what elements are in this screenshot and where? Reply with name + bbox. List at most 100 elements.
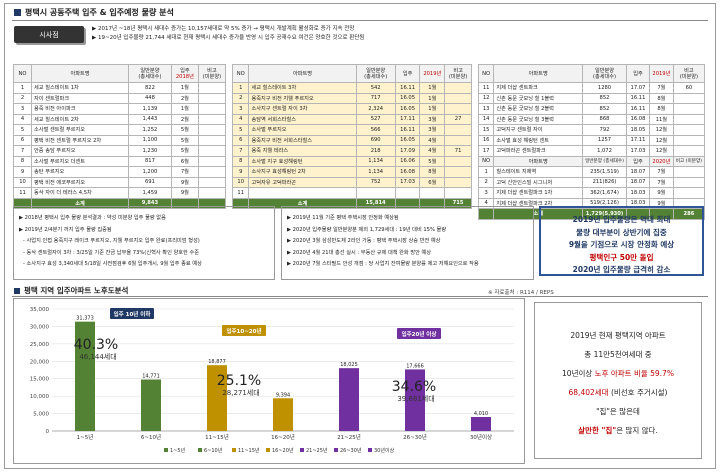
table-cell: 11 bbox=[231, 187, 250, 199]
table-cell: 5월 bbox=[170, 124, 199, 136]
page-title-text: 평택시 공동주택 입주 & 입주예정 물량 분석 bbox=[25, 8, 174, 17]
table-cell: 12월 bbox=[649, 145, 674, 157]
bar bbox=[471, 417, 491, 431]
conclusion-line: 총 11만5천여세대 중 bbox=[584, 350, 652, 359]
table-row: 7 용죽 지웰 테라스 218 17.09 4월 71 bbox=[231, 145, 472, 157]
table-cell: 2,324 bbox=[355, 103, 396, 115]
total-cell: 15,814 bbox=[355, 197, 396, 209]
table-cell: 13 bbox=[477, 103, 495, 115]
col-year: 2019년 bbox=[649, 64, 674, 83]
total-cell bbox=[231, 197, 250, 209]
table-cell: 4 bbox=[477, 197, 495, 209]
table-cell: 5월 bbox=[170, 134, 199, 146]
table-cell: 17.03 bbox=[394, 176, 421, 188]
table-cell: 17.11 bbox=[625, 134, 651, 146]
table-cell: 18.07 bbox=[625, 176, 651, 188]
y-tick-label: 25,000 bbox=[30, 342, 50, 348]
table-cell: 3 bbox=[477, 187, 495, 199]
table-cell: 1,134 bbox=[355, 155, 396, 167]
source-note: ※ 자료출처 : R114 / REPS bbox=[488, 290, 554, 296]
table-cell: 평택 비전 에코푸르지오 bbox=[31, 176, 129, 188]
table-cell: 힐스테이트 지제역 bbox=[493, 166, 584, 178]
col-note: 비고 (미분양) bbox=[672, 155, 706, 167]
table-cell: 7월 bbox=[649, 166, 674, 178]
legend-swatch bbox=[232, 448, 236, 452]
table-cell: 527 bbox=[355, 113, 396, 125]
table-row: 3 용죽 비전 아이파크 1,139 1월 bbox=[12, 103, 227, 115]
total-cell: 715 bbox=[444, 197, 472, 209]
table-cell: 18.03 bbox=[625, 187, 651, 199]
legend-label: 6~10년 bbox=[204, 447, 223, 454]
legend-label: 16~20년 bbox=[272, 447, 294, 454]
table-cell: 4월 bbox=[419, 145, 446, 157]
table-cell: 1 bbox=[477, 166, 495, 178]
table-cell: 소사벌 효성 해링턴 센트 bbox=[493, 134, 584, 146]
title-bullet-icon bbox=[14, 9, 21, 16]
table-cell: 1280 bbox=[582, 82, 627, 94]
table-row: 17 고덕파라곤 센트럴파크 1,072 17.03 12월 bbox=[477, 145, 706, 157]
conclusion-line: 살만한 "집"은 많지 않다. bbox=[535, 421, 701, 440]
group-count: 39,681세대 bbox=[397, 394, 434, 403]
table-row: 13 신촌 동문 굿모닝 힐 2블럭 852 16.11 8월 bbox=[477, 103, 706, 115]
table-row: 11 지제 더샵 센트파크 1280 17.07 7월 60 bbox=[477, 82, 706, 94]
table-row: 1 힐스테이트 지제역 235(1,519) 18.07 7월 bbox=[477, 166, 706, 178]
table-cell bbox=[197, 103, 227, 115]
table-cell: 16.05 bbox=[394, 92, 421, 104]
table-cell: 16.11 bbox=[625, 103, 651, 115]
table-cell: 362(1,674) bbox=[582, 187, 627, 199]
group-count: 28,271세대 bbox=[222, 388, 259, 397]
table-cell: 3 bbox=[12, 103, 33, 115]
table-cell: 16.08 bbox=[394, 166, 421, 178]
table-cell bbox=[197, 166, 227, 178]
col-note: 비고 (미분양) bbox=[197, 64, 227, 83]
x-tick-label: 1~5년 bbox=[77, 433, 94, 441]
table-cell: 8 bbox=[12, 155, 33, 167]
table-cell: 7월 bbox=[170, 166, 199, 178]
legend-label: 26~30년 bbox=[340, 447, 362, 454]
table-row: 6 용죽지구 비전 서희스타힐스 690 16.05 4월 bbox=[231, 134, 472, 146]
table-cell bbox=[444, 166, 472, 178]
table-cell: 17.07 bbox=[625, 82, 651, 94]
highlight-line: 물량 대부분이 상반기에 집중 bbox=[576, 227, 667, 237]
table-cell: 27 bbox=[444, 113, 472, 125]
table-cell: 용죽지구 비전 서희스타힐스 bbox=[248, 134, 357, 146]
table-cell bbox=[672, 124, 706, 136]
table-cell: 752 bbox=[355, 176, 396, 188]
table-cell: 16.05 bbox=[394, 103, 421, 115]
table-cell: 8월 bbox=[649, 103, 674, 115]
table-row: 9 송탄 푸르지오 1,200 7월 bbox=[12, 166, 227, 178]
table-cell: 고덕지구 센트럴 자이 bbox=[493, 124, 584, 136]
table-cell: 소사벌 푸르지오 더센트 bbox=[31, 155, 129, 167]
table-cell: 16.11 bbox=[394, 82, 421, 94]
table-cell bbox=[197, 134, 227, 146]
x-tick-label: 6~10년 bbox=[141, 433, 161, 441]
section-title: 평택 지역 입주아파트 노후도분석 bbox=[14, 285, 128, 296]
table-cell: 1,459 bbox=[128, 187, 172, 199]
col-year: 2020년 bbox=[649, 155, 674, 167]
table-cell: 448 bbox=[128, 92, 172, 104]
table-cell: 16.08 bbox=[625, 113, 651, 125]
table-cell: 2월 bbox=[170, 92, 199, 104]
col-note: 비고 (미분양) bbox=[444, 64, 472, 83]
table-cell: 17.03 bbox=[625, 145, 651, 157]
table-cell bbox=[197, 82, 227, 94]
age-bar-chart: 0 5,000 10,000 15,000 20,000 25,000 30,000 35,0… bbox=[30, 307, 514, 454]
note-line: ▶ 2019년 11월 기준 평택 주택시장 안정화 예상됨 bbox=[287, 215, 399, 221]
col-move: 입주 2018년 bbox=[170, 64, 199, 83]
conclusion-line: 2019년 현재 평택지역 아파트 bbox=[570, 331, 666, 340]
group-tag bbox=[110, 308, 154, 319]
table-cell: 용죽 지웰 테라스 bbox=[248, 145, 357, 157]
table-cell: 8월 bbox=[649, 92, 674, 104]
table-row: 11 bbox=[231, 187, 472, 199]
col-move-label: 입주 bbox=[625, 64, 651, 83]
table-cell: 16.05 bbox=[394, 134, 421, 146]
conclusion-line: "집"은 많은데 bbox=[596, 407, 640, 416]
table-cell bbox=[672, 145, 706, 157]
table-cell bbox=[197, 113, 227, 125]
table-cell: 10 bbox=[12, 176, 33, 188]
table-cell: 안중 송담 푸르지오 bbox=[31, 145, 129, 157]
table-cell bbox=[672, 103, 706, 115]
table-cell: 신촌 동문 굿모닝 힐 1블럭 bbox=[493, 92, 584, 104]
x-tick-label: 11~15년 bbox=[205, 433, 229, 441]
